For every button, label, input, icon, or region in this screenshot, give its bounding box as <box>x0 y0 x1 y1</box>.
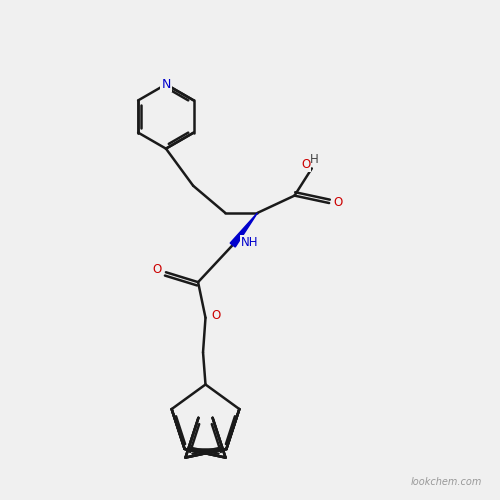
Text: lookchem.com: lookchem.com <box>411 478 482 488</box>
Polygon shape <box>230 213 258 247</box>
Text: O: O <box>334 196 342 208</box>
Text: O: O <box>212 309 221 322</box>
Text: O: O <box>152 264 162 276</box>
Text: O: O <box>301 158 310 171</box>
Text: N: N <box>162 78 170 91</box>
Text: NH: NH <box>242 236 259 249</box>
Text: H: H <box>310 153 318 166</box>
